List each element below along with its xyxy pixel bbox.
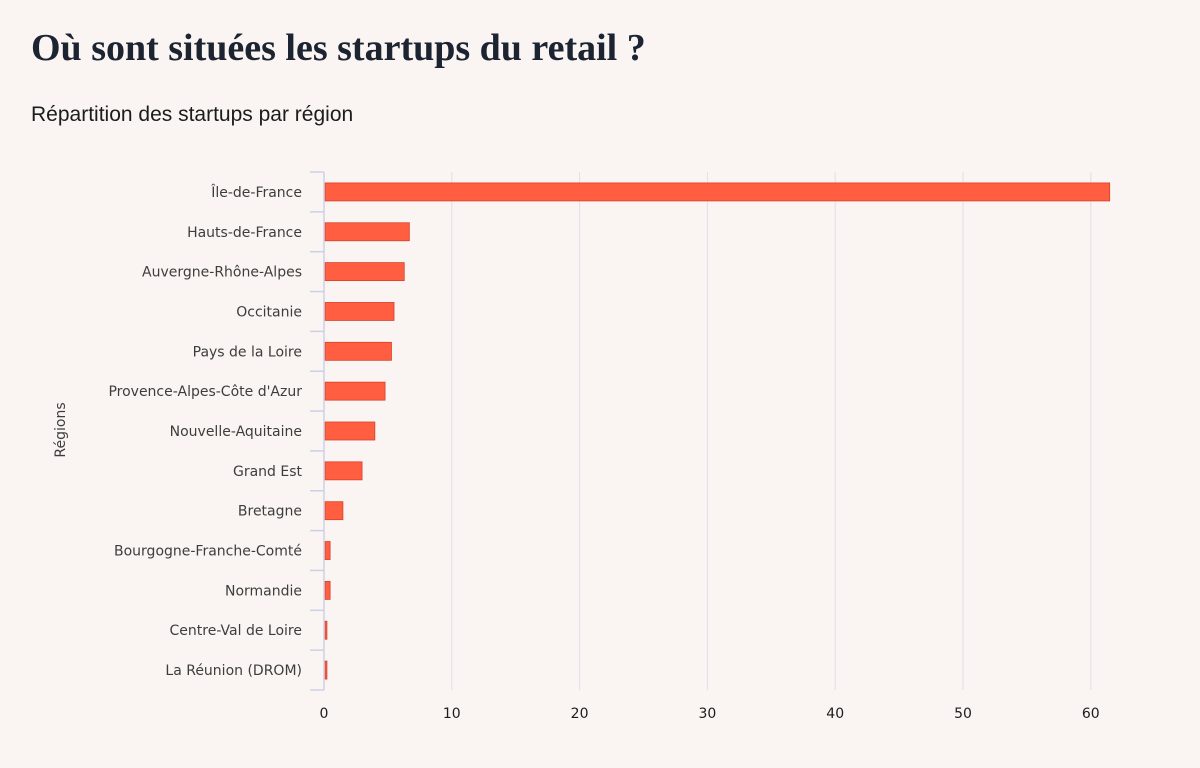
bar — [324, 580, 331, 600]
x-tick-label: 50 — [954, 706, 972, 722]
bar — [324, 381, 386, 401]
x-tick-label: 10 — [443, 706, 461, 722]
bar — [324, 302, 395, 321]
bar — [324, 541, 331, 560]
y-tick-label: Bourgogne-Franche-Comté — [114, 544, 302, 560]
y-axis-title: Régions — [53, 402, 69, 457]
y-tick-label: Occitanie — [236, 304, 302, 320]
x-tick-label: 0 — [320, 706, 329, 722]
y-tick-label: Hauts-de-France — [187, 225, 302, 241]
y-tick-label: Pays de la Loire — [193, 344, 302, 360]
x-tick-label: 60 — [1082, 706, 1100, 722]
x-tick-labels: 0 10 20 30 40 50 60 — [320, 706, 1100, 722]
bar — [324, 421, 376, 441]
chart-subtitle: Répartition des startups par région — [31, 103, 354, 126]
y-tick-label: Normandie — [225, 583, 302, 599]
bar — [324, 461, 363, 481]
bar — [324, 660, 328, 680]
x-tick-label: 20 — [571, 706, 589, 722]
y-tick-label: La Réunion (DROM) — [165, 663, 302, 679]
y-tick-label: Grand Est — [233, 464, 303, 480]
x-tick-label: 40 — [826, 706, 844, 722]
bar — [324, 341, 392, 361]
y-tick-label: Nouvelle-Aquitaine — [170, 424, 302, 440]
bar — [324, 620, 328, 640]
y-tick-label: Centre-Val de Loire — [170, 623, 302, 639]
gridlines — [451, 172, 1092, 690]
y-tick-label: Provence-Alpes-Côte d'Azur — [108, 384, 302, 400]
bars — [324, 182, 1111, 680]
y-tick-labels: Île-de-France Hauts-de-France Auvergne-Rhô… — [108, 183, 302, 679]
bar — [324, 182, 1111, 202]
bar — [324, 222, 410, 242]
y-axis — [310, 171, 325, 691]
page-title: Où sont situées les startups du retail ? — [31, 27, 646, 69]
y-tick-label: Bretagne — [238, 504, 302, 520]
bar — [324, 262, 405, 282]
x-tick-label: 30 — [698, 706, 716, 722]
y-tick-label: Île-de-France — [210, 183, 302, 201]
bar — [324, 501, 344, 521]
y-tick-label: Auvergne-Rhône-Alpes — [142, 265, 302, 281]
